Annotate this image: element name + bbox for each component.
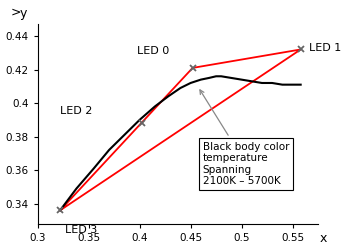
X-axis label: x: x xyxy=(320,232,327,245)
Text: LED 3: LED 3 xyxy=(65,226,98,235)
Text: LED 2: LED 2 xyxy=(60,106,93,117)
Text: LED 0: LED 0 xyxy=(137,46,169,56)
Text: LED 1: LED 1 xyxy=(309,43,341,53)
Text: Black body color
temperature
Spanning
2100K – 5700K: Black body color temperature Spanning 21… xyxy=(200,90,289,186)
Text: >: > xyxy=(10,5,21,18)
Text: y: y xyxy=(19,7,27,20)
